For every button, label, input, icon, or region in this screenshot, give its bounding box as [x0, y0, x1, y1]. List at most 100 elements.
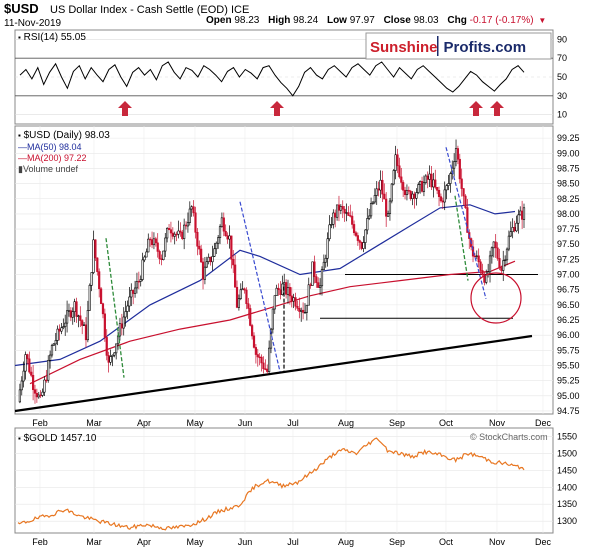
candle-body [492, 241, 495, 249]
candle-body [271, 308, 274, 330]
candle-body [230, 235, 233, 260]
candle-body [432, 179, 435, 188]
candle-body [352, 224, 356, 234]
candle-body [285, 282, 288, 295]
candle-body [445, 185, 448, 191]
month-label: Jun [238, 537, 253, 547]
month-label: Jul [287, 537, 299, 547]
candle-body [449, 173, 452, 184]
legend-volume-text: Volume undef [23, 164, 79, 174]
candle-body [456, 148, 460, 160]
header-date: 11-Nov-2019 [4, 18, 62, 29]
candle-body [256, 354, 259, 358]
legend-volume-icon: ▮ [18, 164, 23, 174]
candle-body [234, 264, 237, 288]
candle-body [166, 227, 169, 239]
legend-price-icon: ▪ [18, 131, 21, 140]
candle-body [254, 347, 257, 355]
candle-body [434, 179, 437, 188]
candle-body [337, 204, 341, 211]
header-high-value: 98.24 [293, 15, 318, 26]
candle-body [453, 161, 456, 169]
candle-body [313, 261, 316, 277]
candle-body [407, 190, 410, 192]
candle-body [371, 201, 375, 204]
candle-body [56, 328, 59, 341]
candle-body [301, 309, 305, 313]
candle-body [332, 212, 335, 225]
candle-body [324, 257, 327, 263]
candle-body [39, 394, 42, 397]
candle-body [245, 289, 248, 305]
candle-body [303, 312, 307, 314]
gold-tick-label: 1550 [557, 431, 577, 441]
highlight-circle [470, 272, 522, 324]
candle-body [398, 165, 401, 178]
candle-body [86, 310, 89, 341]
candle-body [154, 238, 157, 244]
price-tick-label: 95.50 [557, 360, 580, 370]
header-chg-label: Chg [447, 15, 466, 26]
candle-body [307, 284, 310, 306]
candle-body [504, 259, 507, 262]
candle-body [326, 238, 329, 259]
candle-body [471, 246, 475, 257]
candle-body [386, 213, 390, 217]
gold-tick-label: 1500 [557, 448, 577, 458]
candle-body [237, 298, 241, 308]
candle-body [419, 181, 422, 185]
candle-body [215, 242, 218, 250]
candle-body [462, 188, 465, 197]
candle-body [258, 356, 261, 359]
candle-body [294, 297, 297, 307]
candle-body [354, 232, 358, 236]
ma50-line [14, 204, 516, 367]
candle-body [194, 212, 197, 233]
candle-body [366, 218, 369, 231]
price-y-axis: 99.25 99.00 98.75 98.50 98.25 98.00 97.75 97.50… [557, 133, 580, 416]
candle-body [69, 310, 72, 318]
candle-body [122, 316, 125, 329]
header-open-value: 98.23 [234, 15, 259, 26]
candle-body [309, 284, 312, 286]
month-label: Jun [238, 418, 253, 428]
candle-body [137, 281, 140, 283]
candle-body [511, 227, 514, 233]
candle-body [424, 175, 427, 183]
candle-body [96, 257, 99, 272]
candle-body [211, 256, 214, 263]
candle-body [500, 267, 503, 271]
rsi-label-text: RSI(14) 55.05 [24, 32, 87, 43]
candle-body [101, 303, 105, 315]
candle-body [156, 242, 159, 252]
candle-body [124, 311, 127, 318]
gold-tick-label: 1300 [557, 516, 577, 526]
header-chg-value: -0.17 (-0.17%) [470, 15, 534, 26]
price-tick-label: 97.75 [557, 224, 580, 234]
candle-body [222, 217, 225, 232]
logo-profits: Profits.com [444, 39, 527, 56]
candle-body [120, 323, 123, 329]
legend-price: ▪ $USD (Daily) 98.03 [18, 130, 110, 141]
candle-body [505, 248, 509, 261]
candle-body [273, 295, 276, 310]
candle-body [190, 206, 193, 210]
candle-body [107, 355, 110, 363]
candle-body [364, 229, 367, 243]
candle-body [145, 251, 148, 258]
candle-body [115, 343, 118, 354]
candle-body [252, 335, 256, 348]
legend-ma200-text: MA(200) 97.22 [27, 153, 87, 163]
candle-body [383, 193, 386, 200]
candle-body [317, 282, 320, 288]
candle-body [77, 315, 80, 317]
month-label: Mar [86, 418, 102, 428]
candle-body [224, 230, 227, 236]
candle-body [305, 304, 308, 313]
candle-body [181, 231, 184, 239]
price-candles [18, 139, 526, 404]
candle-body [402, 182, 405, 191]
month-label: Sep [389, 418, 405, 428]
up-arrow-icon [490, 101, 504, 116]
candle-body [318, 285, 322, 288]
